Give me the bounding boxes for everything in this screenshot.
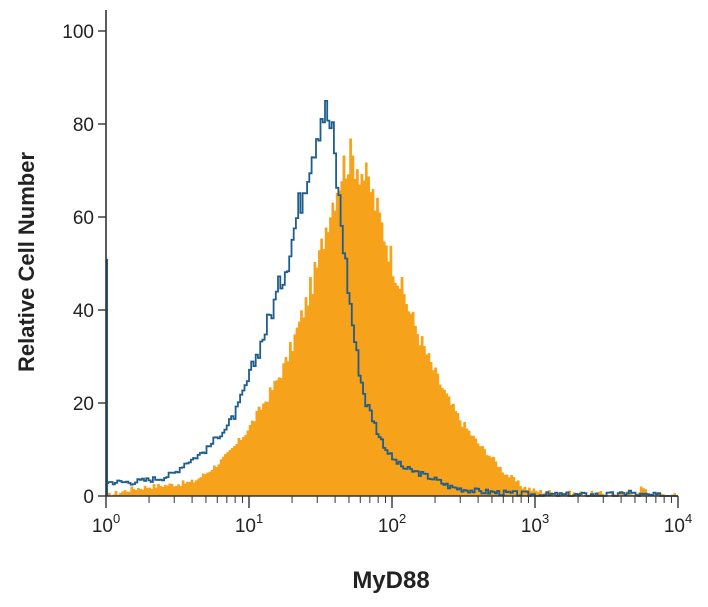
x-ticks: 100 101 102 103 104 — [92, 496, 692, 537]
x-tick-label: 103 — [521, 511, 549, 537]
y-tick-label: 40 — [73, 301, 94, 322]
y-axis-title: Relative Cell Number — [14, 152, 39, 373]
y-ticks: 0 20 40 60 80 100 — [62, 22, 106, 508]
y-tick-label: 0 — [83, 487, 94, 508]
x-tick-label: 101 — [235, 511, 263, 537]
y-tick-label: 60 — [73, 208, 94, 229]
x-tick-label: 104 — [664, 511, 692, 537]
x-tick-label: 102 — [378, 511, 406, 537]
y-tick-label: 20 — [73, 394, 94, 415]
y-tick-label: 80 — [73, 115, 94, 136]
x-axis-title: MyD88 — [352, 567, 429, 594]
y-tick-label: 100 — [62, 22, 94, 43]
x-tick-label: 100 — [92, 511, 120, 537]
series-layer — [105, 100, 679, 497]
series-filled-histogram — [105, 138, 679, 497]
